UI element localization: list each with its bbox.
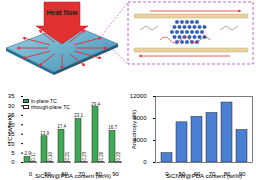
svg-text:30: 30 <box>8 103 15 109</box>
svg-text:0.17: 0.17 <box>31 151 36 160</box>
svg-text:SiCNW@PDA content (wt%): SiCNW@PDA content (wt%) <box>166 173 242 179</box>
svg-text:0: 0 <box>143 159 147 165</box>
svg-text:2.9: 2.9 <box>24 151 31 157</box>
svg-text:0.22: 0.22 <box>116 151 121 160</box>
html-text:through-plane TC: through-plane TC <box>31 104 70 110</box>
svg-text:0: 0 <box>29 171 33 177</box>
svg-text:Anisotropy (%): Anisotropy (%) <box>131 110 137 149</box>
svg-text:13.9: 13.9 <box>40 131 49 136</box>
svg-text:35: 35 <box>8 93 15 99</box>
svg-text:0: 0 <box>11 159 15 165</box>
svg-text:TC (W/mK): TC (W/mK) <box>7 115 13 145</box>
svg-text:0.21: 0.21 <box>65 151 70 160</box>
svg-text:5: 5 <box>11 150 15 156</box>
html-text:in-plane TC: in-plane TC <box>31 98 57 104</box>
svg-text:90: 90 <box>238 170 246 177</box>
svg-text:4000: 4000 <box>133 137 147 144</box>
svg-text:0.19: 0.19 <box>48 151 53 160</box>
svg-text:0.26: 0.26 <box>99 151 104 160</box>
svg-text:SiCNW@PDA content (wt%): SiCNW@PDA content (wt%) <box>35 173 111 179</box>
svg-text:12000: 12000 <box>130 93 147 99</box>
svg-text:17.4: 17.4 <box>57 124 66 129</box>
svg-text:29.4: 29.4 <box>91 102 100 107</box>
svg-text:23.1: 23.1 <box>74 113 83 118</box>
svg-text:16.7: 16.7 <box>108 125 117 130</box>
svg-text:Heat flow: Heat flow <box>46 9 78 16</box>
svg-text:90: 90 <box>112 171 119 177</box>
svg-text:8000: 8000 <box>133 115 147 122</box>
svg-text:0.23: 0.23 <box>82 151 87 160</box>
